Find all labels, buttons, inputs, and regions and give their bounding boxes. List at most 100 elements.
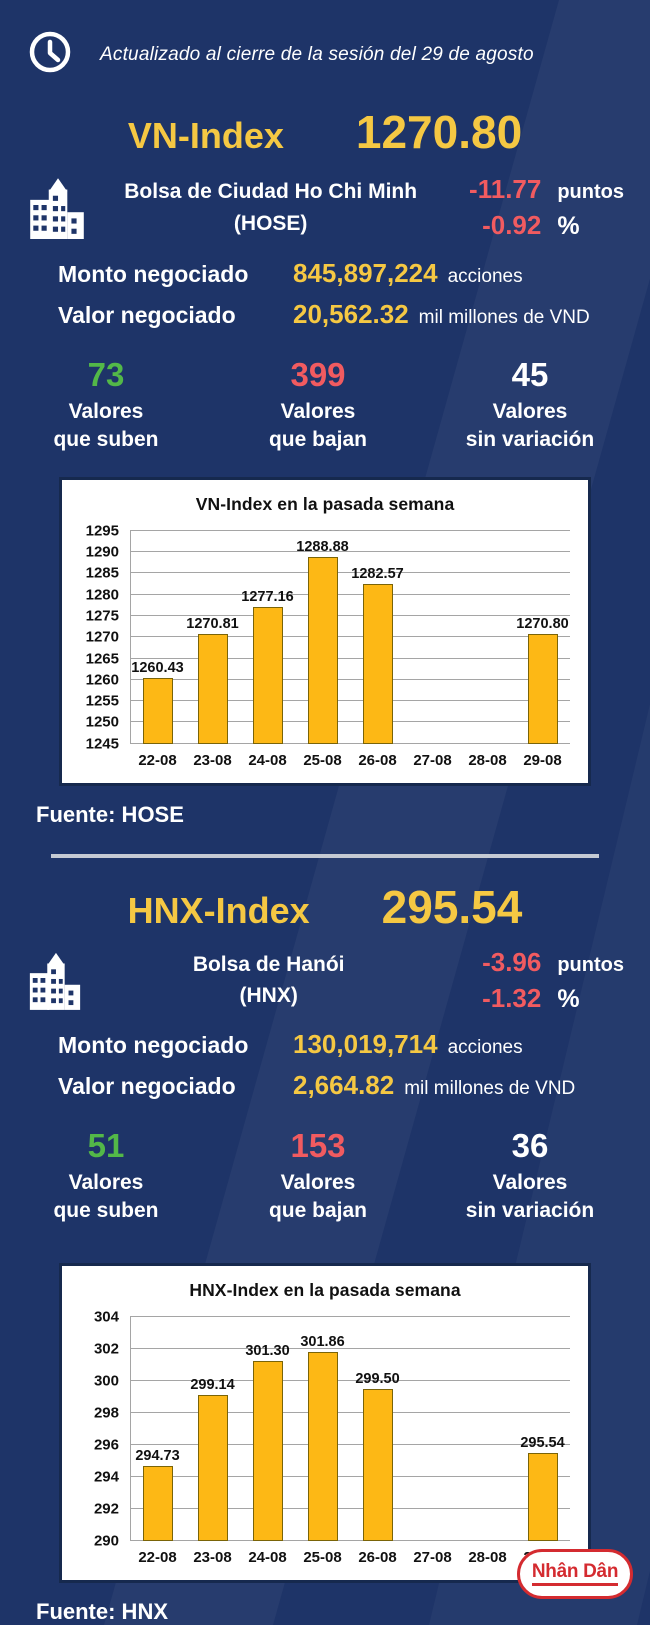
hnx-value-value: 2,664.82 [293, 1069, 395, 1100]
hnx-value-unit: mil millones de VND [404, 1077, 576, 1099]
x-tick-label: 29-08 [523, 751, 562, 769]
vn-volume-label: Monto negociado [58, 261, 249, 287]
bar-value-label: 1270.81 [186, 615, 239, 632]
vn-exchange-name-block: Bolsa de Ciudad Ho Chi Minh (HOSE) [88, 176, 453, 239]
x-tick-label: 27-08 [413, 751, 452, 769]
x-tick-label: 24-08 [248, 1549, 287, 1567]
hnx-exchange-row: Bolsa de Hanói (HNX) -3.96 puntos -1.32 … [0, 946, 650, 1015]
vn-stats-row: 73 Valores que suben 399 Valores que baj… [0, 356, 650, 455]
x-tick-label: 27-08 [413, 1549, 452, 1567]
chart-plot-area: 1245 1250 1255 1260 1265 1270 1275 1280 1285 1290… [86, 523, 570, 751]
vn-volume-unit: acciones [447, 266, 523, 287]
vn-change-percent: -0.92 [482, 210, 542, 240]
vn-stat-unchanged-value: 45 [511, 356, 549, 393]
bar-24-08: 1277.16 [241, 589, 294, 744]
nhan-dan-logo: Nhân Dân [517, 1549, 633, 1599]
hnx-change-points-row: -3.96 puntos [459, 947, 624, 978]
hnx-stat-unchanged-value: 36 [511, 1126, 549, 1164]
gridline [130, 551, 570, 552]
hnx-index-weekly-chart: HNX-Index en la pasada semana 290 292 294 2… [59, 1263, 591, 1584]
hnx-volume-value: 130,019,714 [293, 1028, 438, 1059]
stat-label-line1: Valores [492, 1170, 568, 1194]
bar-value-label: 1270.80 [516, 615, 569, 632]
y-tick-label: 1290 [85, 543, 119, 561]
gridline [130, 636, 570, 638]
y-tick-label: 1260 [85, 671, 119, 689]
hnx-stat-unchanged: 36 Valores sin variación [424, 1127, 636, 1226]
hnx-value-row: Valor negociado 2,664.82 mil millones de… [58, 1070, 650, 1101]
vn-volume-block: Monto negociado 845,897,224 acciones Val… [0, 258, 650, 330]
bar-value-label: 299.50 [355, 1371, 400, 1388]
hnx-stat-unchanged-label: Valores sin variación [424, 1169, 636, 1226]
y-tick-label: 1285 [85, 564, 119, 582]
x-tick-label: 28-08 [468, 1549, 507, 1567]
x-tick-label: 28-08 [468, 751, 507, 769]
hnx-stat-advancers-label: Valores que suben [0, 1169, 212, 1226]
bar-25-08: 301.86 [300, 1334, 345, 1542]
stat-label-line1: Valores [68, 400, 144, 423]
gridline [130, 742, 570, 744]
stat-label-line2: que suben [53, 428, 159, 452]
vn-exchange-code: (HOSE) [233, 211, 308, 235]
x-tick-label: 22-08 [138, 751, 177, 769]
updated-text: Actualizado al cierre de la sesión del 2… [100, 43, 534, 65]
bar-26-08: 299.50 [355, 1371, 400, 1542]
chart-title: HNX-Index en la pasada semana [189, 1280, 461, 1301]
y-tick-label: 1295 [85, 522, 119, 540]
bar-value-label: 1282.57 [351, 565, 404, 582]
stat-label-line1: Valores [492, 400, 568, 423]
x-tick-label: 25-08 [303, 751, 342, 769]
y-tick-label: 304 [93, 1308, 119, 1326]
bar-value-label: 1260.43 [131, 659, 184, 676]
bar-value-label: 1288.88 [296, 538, 349, 555]
gridline [130, 678, 570, 680]
y-tick-label: 302 [93, 1340, 119, 1358]
y-tick-label: 1255 [85, 692, 119, 710]
bar-value-label: 301.30 [245, 1342, 290, 1359]
hnx-exchange-name-block: Bolsa de Hanói (HNX) [84, 949, 453, 1012]
x-tick-label: 26-08 [358, 1549, 397, 1567]
y-tick-label: 294 [93, 1468, 119, 1486]
y-tick-label: 300 [93, 1372, 119, 1390]
vn-change-points-row: -11.77 puntos [459, 174, 624, 205]
hnx-index-name: HNX-Index [127, 889, 310, 931]
hnx-change-percent: -1.32 [482, 982, 542, 1013]
y-tick-label: 290 [93, 1532, 119, 1550]
vn-value-row: Valor negociado 20,562.32 mil millones d… [58, 299, 650, 330]
vn-volume-value: 845,897,224 [293, 258, 438, 288]
y-axis-line [130, 1317, 131, 1542]
bar-value-label: 294.73 [135, 1447, 180, 1464]
y-tick-label: 296 [93, 1436, 119, 1454]
vn-stat-unchanged: 45 Valores sin variación [424, 356, 636, 455]
vn-stat-decliners: 399 Valores que bajan [212, 356, 424, 455]
y-tick-label: 1245 [85, 735, 119, 753]
hnx-stat-decliners-value: 153 [290, 1126, 346, 1164]
hnx-stat-advancers-value: 51 [87, 1126, 125, 1164]
vn-change-points: -11.77 [469, 174, 542, 204]
bar-22-08: 1260.43 [131, 660, 184, 744]
stat-label-line2: sin variación [465, 1199, 595, 1223]
bar-29-08: 295.54 [520, 1435, 565, 1542]
y-axis-line [130, 530, 131, 744]
gridline [130, 572, 570, 574]
chart-plot-area: 290 292 294 296 298 300 302 304 294.73 299.14 301.… [94, 1310, 570, 1549]
bar-22-08: 294.73 [135, 1448, 180, 1542]
gridline [130, 1444, 570, 1446]
y-tick-label: 1280 [85, 586, 119, 604]
stat-label-line1: Valores [68, 1170, 144, 1194]
stat-label-line2: sin variación [465, 428, 595, 452]
stat-label-line2: que bajan [268, 428, 368, 452]
vn-stat-decliners-label: Valores que bajan [212, 398, 424, 455]
hnx-change-block: -3.96 puntos -1.32 % [459, 947, 624, 1014]
hnx-stat-advancers: 51 Valores que suben [0, 1127, 212, 1226]
chart-title: VN-Index en la pasada semana [195, 493, 455, 514]
hnx-index-value: 295.54 [381, 880, 523, 933]
y-tick-label: 1275 [85, 607, 119, 625]
clock-icon [28, 30, 72, 79]
gridline [130, 1380, 570, 1382]
hnx-volume-row: Monto negociado 130,019,714 acciones [58, 1029, 650, 1060]
gridline [130, 1476, 570, 1478]
hnx-change-points: -3.96 [482, 946, 542, 977]
stat-label-line1: Valores [280, 1170, 356, 1194]
